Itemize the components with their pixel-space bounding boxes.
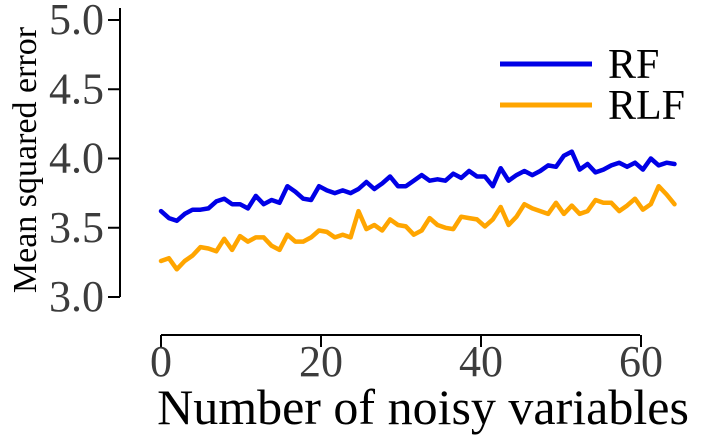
y-tick-label: 5.0 [49, 0, 104, 44]
y-axis-title: Mean squared error [7, 26, 44, 293]
series-layer [158, 149, 677, 272]
x-ticks: 0 20 40 60 [150, 335, 663, 386]
plot-area [119, 8, 640, 336]
legend: RF RLF [500, 42, 685, 129]
x-tick-label: 60 [619, 337, 663, 386]
y-ticks: 3.0 3.5 4.0 4.5 5.0 [49, 0, 120, 321]
x-tick-label: 20 [299, 337, 343, 386]
y-tick-label: 4.0 [49, 134, 104, 183]
series-line-rf [158, 149, 677, 224]
x-tick-label: 0 [150, 337, 172, 386]
series-line-rlf [158, 183, 677, 272]
legend-label-rf: RF [608, 42, 659, 88]
x-axis-title: Number of noisy variables [157, 379, 689, 435]
y-tick-label: 4.5 [49, 64, 104, 113]
y-tick-label: 3.5 [49, 203, 104, 252]
x-tick-label: 40 [459, 337, 503, 386]
y-tick-label: 3.0 [49, 272, 104, 321]
legend-label-rlf: RLF [608, 83, 685, 129]
